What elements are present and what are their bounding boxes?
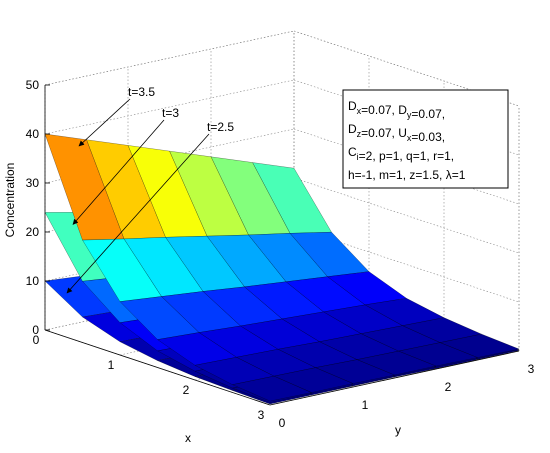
z-tick-label: 20 [26, 225, 40, 239]
box-edge [44, 30, 295, 86]
parameter-line: Ci=2, p=1, q=1, r=1, [348, 145, 454, 163]
z-tick-label: 40 [26, 127, 40, 141]
text-segment: =0.07, [411, 107, 445, 121]
grid-line [293, 128, 520, 205]
y-tick-label: 1 [362, 398, 369, 412]
y-axis-label: y [395, 423, 401, 437]
x-tick-label: 0 [33, 333, 40, 347]
box-edge [293, 30, 520, 107]
z-axis-label: Concentration [3, 163, 17, 238]
surface-label: t=2.5 [207, 120, 234, 134]
surface-label: t=3 [162, 106, 179, 120]
text-segment: D [348, 99, 357, 113]
parameter-line: h=-1, m=1, z=1.5, λ=1 [348, 168, 466, 182]
annotation-arrow [66, 133, 210, 294]
grid-line [293, 79, 520, 156]
text-segment: =0.03, [411, 130, 445, 144]
surfaces [44, 133, 520, 405]
y-tick-label: 3 [528, 362, 535, 376]
parameter-text: Dx=0.07, Dy=0.07,Dz=0.07, Ux=0.03,Ci=2, … [348, 99, 466, 182]
grid-line [44, 79, 295, 135]
y-tick-label: 2 [445, 380, 452, 394]
x-tick-label: 1 [108, 358, 115, 372]
z-tick-label: 50 [26, 78, 40, 92]
x-axis-label: x [185, 431, 191, 445]
text-segment: h=-1, m=1, z=1.5, λ=1 [348, 168, 466, 182]
z-tick-label: 10 [26, 274, 40, 288]
z-tick-label: 30 [26, 176, 40, 190]
subscript: i [357, 152, 359, 162]
text-segment: =2, p=1, q=1, r=1, [359, 149, 454, 163]
surface-cell [231, 375, 313, 402]
x-tick-label: 2 [183, 383, 190, 397]
y-axis [269, 350, 520, 406]
subscript: z [357, 129, 362, 139]
text-segment: =0.07, U [361, 126, 407, 140]
text-segment: C [348, 145, 357, 159]
x-tick-label: 3 [258, 408, 265, 422]
subscript: x [357, 106, 362, 116]
x-axis [44, 329, 271, 406]
subscript: y [407, 110, 412, 120]
annotation-arrow [78, 98, 131, 147]
parameter-line: Dx=0.07, Dy=0.07, [348, 99, 445, 121]
subscript: x [407, 133, 412, 143]
text-segment: =0.07, D [361, 103, 407, 117]
parameter-box [342, 89, 509, 189]
z-tick-label: 0 [32, 323, 39, 337]
annotation-arrow [72, 119, 165, 225]
parameter-line: Dz=0.07, Ux=0.03, [348, 122, 445, 144]
text-segment: D [348, 122, 357, 136]
surface-label: t=3.5 [128, 85, 155, 99]
y-tick-label: 0 [279, 416, 286, 430]
grid-line [293, 177, 520, 254]
